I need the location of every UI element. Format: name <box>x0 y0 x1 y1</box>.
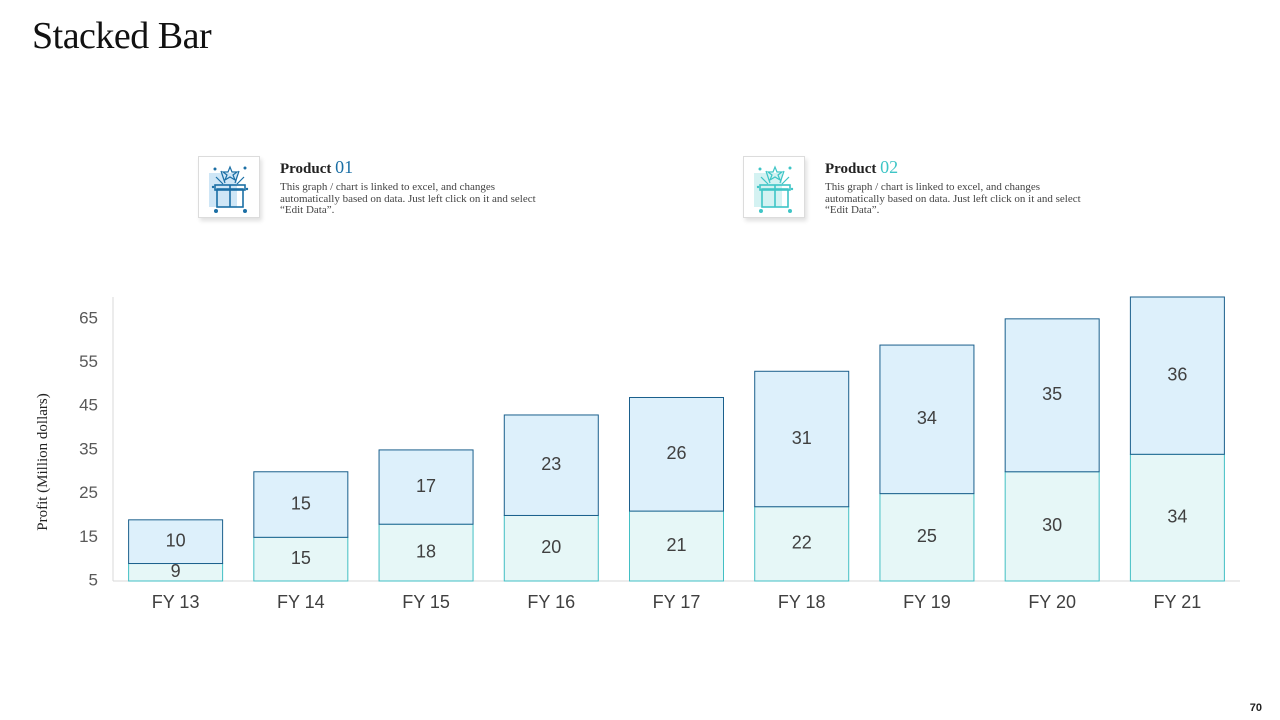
bar-data-label: 31 <box>792 428 812 448</box>
legend-heading: Product 01 <box>280 156 540 180</box>
legend-number: 02 <box>880 157 899 177</box>
bar-data-label: 9 <box>171 561 181 581</box>
bar-segment <box>754 506 850 582</box>
legend-heading: Product 02 <box>825 156 1085 180</box>
legend-product-01: Product 01 This graph / chart is linked … <box>198 156 538 226</box>
x-tick-label: FY 21 <box>1154 592 1202 612</box>
bar-segment <box>253 471 349 538</box>
bar-segment <box>378 449 474 525</box>
bar-segment <box>879 493 975 582</box>
y-tick-label: 65 <box>79 308 98 327</box>
x-tick-label: FY 17 <box>653 592 701 612</box>
bar-segment <box>879 344 975 495</box>
gift-box-icon <box>209 165 249 213</box>
bar-data-label: 18 <box>416 541 436 561</box>
legend-text: Product 01 This graph / chart is linked … <box>280 156 540 217</box>
x-tick-label: FY 18 <box>778 592 826 612</box>
legend-number: 01 <box>335 157 354 177</box>
legend-description: This graph / chart is linked to excel, a… <box>280 181 536 216</box>
x-tick-label: FY 15 <box>402 592 450 612</box>
x-tick-label: FY 20 <box>1028 592 1076 612</box>
gift-box-icon <box>754 165 794 213</box>
legend-icon-box <box>743 156 805 218</box>
bar-data-label: 25 <box>917 526 937 546</box>
y-tick-label: 15 <box>79 527 98 546</box>
bar-segment <box>1004 318 1100 473</box>
bar-segment <box>503 414 599 516</box>
bar-data-label: 15 <box>291 548 311 568</box>
y-tick-label: 5 <box>89 570 98 589</box>
bar-data-label: 23 <box>541 454 561 474</box>
bar-segment <box>253 536 349 582</box>
legend-product-02: Product 02 This graph / chart is linked … <box>743 156 1083 226</box>
bar-data-label: 35 <box>1042 384 1062 404</box>
x-tick-label: FY 13 <box>152 592 200 612</box>
x-tick-label: FY 16 <box>527 592 575 612</box>
bar-segment <box>629 396 724 512</box>
legend-text: Product 02 This graph / chart is linked … <box>825 156 1085 217</box>
y-axis-label: Profit (Million dollars) <box>35 393 51 531</box>
bar-segment <box>754 370 850 508</box>
bar-data-label: 17 <box>416 476 436 496</box>
bar-data-label: 15 <box>291 493 311 513</box>
bar-data-label: 21 <box>666 535 686 555</box>
bar-data-label: 10 <box>166 530 186 550</box>
bar-data-label: 22 <box>792 533 812 553</box>
legend-label: Product <box>825 161 877 177</box>
y-tick-label: 45 <box>79 396 98 415</box>
x-tick-label: FY 19 <box>903 592 951 612</box>
bar-data-label: 34 <box>917 408 937 428</box>
page-title: Stacked Bar <box>32 15 212 57</box>
bar-segment <box>503 514 599 582</box>
y-tick-label: 25 <box>79 483 98 502</box>
legend-icon-box <box>198 156 260 218</box>
bar-data-label: 26 <box>666 443 686 463</box>
legend-description: This graph / chart is linked to excel, a… <box>825 181 1081 216</box>
bar-data-label: 20 <box>541 537 561 557</box>
bar-data-label: 36 <box>1167 364 1187 384</box>
legend-label: Product <box>280 161 332 177</box>
bar-segment <box>128 519 224 565</box>
x-tick-label: FY 14 <box>277 592 325 612</box>
page-number: 70 <box>1249 702 1262 714</box>
bar-segment <box>1129 296 1225 455</box>
bar-data-label: 34 <box>1167 506 1187 526</box>
y-tick-label: 35 <box>79 439 98 458</box>
bar-data-label: 30 <box>1042 515 1062 535</box>
y-tick-label: 55 <box>79 352 98 371</box>
bar-segment <box>378 523 474 582</box>
